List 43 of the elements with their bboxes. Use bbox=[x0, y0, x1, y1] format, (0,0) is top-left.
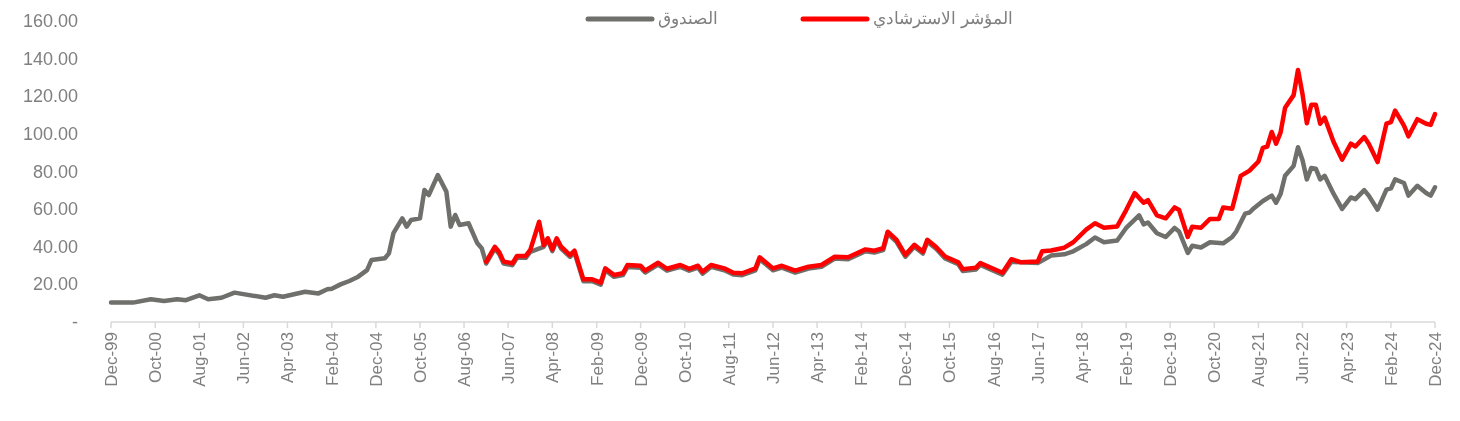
x-tick-label: Feb-04 bbox=[322, 332, 342, 386]
x-tick-label: Jun-22 bbox=[1293, 332, 1313, 384]
x-tick-label: Apr-18 bbox=[1072, 332, 1092, 384]
x-tick-label: Jun-02 bbox=[234, 332, 254, 384]
x-tick-label: Jun-12 bbox=[764, 332, 783, 384]
x-tick-label: Feb-14 bbox=[852, 332, 872, 386]
x-tick-label: Apr-13 bbox=[808, 332, 828, 384]
x-tick-label: Feb-19 bbox=[1117, 332, 1137, 386]
x-tick-label: Dec-19 bbox=[1161, 332, 1181, 387]
x-tick-label: Apr-08 bbox=[543, 332, 563, 384]
x-tick-label: Dec-24 bbox=[1426, 332, 1445, 387]
x-tick-label: Aug-01 bbox=[190, 332, 210, 387]
y-tick-label: 160.00 bbox=[22, 11, 78, 31]
x-tick-label: Oct-20 bbox=[1205, 332, 1225, 384]
x-tick-label: Oct-00 bbox=[146, 332, 166, 384]
y-tick-label: - bbox=[72, 312, 78, 332]
x-tick-label: Feb-09 bbox=[587, 332, 607, 386]
x-tick-label: Aug-11 bbox=[719, 332, 739, 386]
x-tick-label: Oct-10 bbox=[675, 332, 695, 384]
x-tick-label: Aug-16 bbox=[984, 332, 1004, 387]
x-tick-label: Oct-05 bbox=[410, 332, 430, 384]
x-tick-label: Aug-21 bbox=[1249, 332, 1269, 387]
x-tick-label: Apr-03 bbox=[278, 332, 298, 384]
y-tick-label: 120.00 bbox=[22, 86, 78, 107]
y-tick-label: 40.00 bbox=[32, 236, 78, 257]
y-tick-label: 100.00 bbox=[22, 123, 78, 144]
x-tick-label: Apr-23 bbox=[1337, 332, 1357, 384]
x-tick-label: Dec-99 bbox=[102, 332, 121, 387]
x-tick-label: Aug-06 bbox=[455, 332, 475, 387]
y-tick-label: 140.00 bbox=[22, 48, 78, 69]
legend-label: الصندوق bbox=[658, 9, 718, 29]
x-tick-label: Jun-07 bbox=[499, 332, 519, 384]
y-tick-label: 80.00 bbox=[32, 161, 78, 182]
line-series bbox=[483, 67, 1438, 285]
x-tick-label: Oct-15 bbox=[940, 332, 960, 384]
y-tick-label: 60.00 bbox=[32, 199, 78, 220]
x-tick-label: Dec-04 bbox=[366, 332, 386, 387]
x-tick-label: Jun-17 bbox=[1028, 332, 1048, 384]
x-tick-label: Dec-09 bbox=[631, 332, 651, 387]
x-tick-label: Dec-14 bbox=[896, 332, 916, 387]
x-tick-label: Feb-24 bbox=[1381, 332, 1401, 386]
legend-label: المؤشر الاسترشادي bbox=[873, 9, 1013, 29]
y-tick-label: 20.00 bbox=[32, 274, 78, 295]
